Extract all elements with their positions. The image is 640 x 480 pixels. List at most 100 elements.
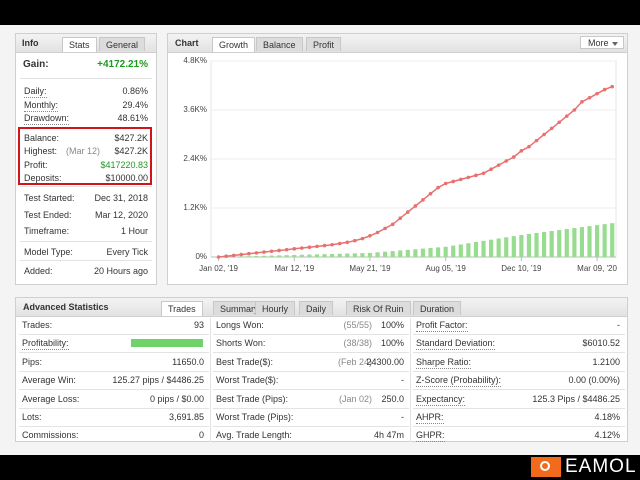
tab[interactable]: Growth — [212, 37, 256, 52]
chart-panel: Chart Growth Balance Profit More 0% 1.2K% 2.4K%… — [167, 33, 628, 285]
bar — [473, 242, 479, 257]
point — [489, 167, 493, 172]
point — [375, 230, 380, 235]
stat-value: $427.2K — [114, 146, 148, 157]
separator — [213, 370, 409, 372]
tab[interactable]: Daily — [299, 301, 334, 315]
stat-label: Profitability: — [22, 338, 69, 351]
bar — [383, 251, 388, 257]
bar — [337, 253, 342, 257]
point — [466, 175, 471, 180]
bar — [458, 244, 463, 257]
separator — [413, 389, 625, 391]
more-button[interactable]: More — [580, 36, 624, 49]
stat-value: 3,691.85 — [168, 412, 204, 422]
bar — [587, 226, 592, 257]
separator — [19, 407, 209, 409]
stat-label: Worst Trade (Pips): — [216, 412, 294, 422]
point — [580, 100, 584, 104]
bar — [239, 256, 244, 257]
separator — [19, 389, 209, 391]
separator — [213, 426, 409, 427]
stat-label: Expectancy: — [416, 393, 466, 406]
point — [284, 247, 289, 252]
x-tick-label: Mar 09, '20 — [577, 264, 617, 273]
point — [542, 132, 546, 137]
point — [602, 87, 607, 92]
tab[interactable]: Duration — [413, 301, 462, 315]
tab[interactable]: Risk Of Ruin — [346, 301, 411, 315]
point — [383, 226, 387, 231]
stat-label: Average Win: — [22, 375, 76, 386]
point — [307, 245, 312, 249]
bar — [246, 256, 251, 257]
stat-value: 100% — [380, 320, 404, 330]
stat-value: 4.12% — [594, 430, 620, 441]
bar — [534, 232, 539, 257]
bar — [405, 249, 410, 257]
stat-value: 1.2100 — [592, 356, 620, 367]
tab[interactable]: Stats — [62, 37, 97, 52]
point — [368, 233, 372, 238]
info-header: Info Stats General — [16, 34, 156, 53]
panel-title: Advanced Statistics — [23, 302, 109, 312]
stat-value: 4h 47m — [373, 430, 404, 441]
stat-label: Highest: — [24, 146, 58, 157]
separator — [19, 352, 209, 354]
stat-label: Sharpe Ratio: — [416, 356, 472, 369]
tab[interactable]: General — [99, 37, 146, 51]
stat-label: Shorts Won: — [216, 338, 266, 349]
bar — [511, 236, 516, 257]
point — [564, 114, 569, 118]
point — [292, 247, 297, 251]
separator — [413, 407, 625, 409]
bar — [602, 224, 607, 257]
stat-value: 93 — [193, 320, 204, 330]
tab[interactable]: Profit — [306, 37, 342, 51]
stat-label: Timeframe: — [24, 226, 70, 236]
point — [398, 216, 403, 221]
stat-value: 100% — [380, 338, 404, 349]
stat-value: 20 Hours ago — [93, 266, 148, 276]
stat-label: Standard Deviation: — [416, 338, 496, 351]
tab[interactable]: Hourly — [255, 301, 296, 315]
y-tick-label: 0% — [195, 252, 207, 261]
bar — [594, 225, 600, 257]
stat-label: Drawdown: — [24, 113, 70, 125]
point — [231, 253, 236, 258]
point — [262, 250, 266, 254]
bar — [610, 223, 615, 257]
point — [413, 204, 418, 208]
gain-label: Gain: — [23, 59, 49, 70]
point — [512, 155, 516, 159]
point — [549, 126, 554, 131]
point — [572, 108, 577, 112]
stat-label: Test Ended: — [24, 209, 72, 220]
point — [239, 252, 244, 257]
stat-value: 125.27 pips / $4486.25 — [112, 375, 204, 386]
brand-name: EAMOL — [565, 456, 637, 477]
bar — [345, 253, 350, 257]
separator — [19, 334, 209, 335]
stat-value: 48.61% — [117, 113, 148, 123]
x-tick-label: May 21, '19 — [349, 264, 391, 273]
stat-label: Commissions: — [22, 430, 79, 441]
tab[interactable]: Trades — [161, 301, 203, 316]
point — [587, 95, 592, 100]
stat-label: Profit Factor: — [416, 320, 468, 332]
separator — [213, 407, 409, 409]
separator — [20, 260, 152, 261]
tab[interactable]: Balance — [256, 37, 303, 51]
stat-value: - — [401, 412, 404, 422]
chart-header: Chart Growth Balance Profit More — [168, 34, 627, 53]
stat-label: Z-Score (Probability): — [416, 375, 502, 388]
info-panel: Info Stats General Gain: +4172.21% Daily: 0.86… — [15, 33, 157, 285]
bar — [367, 252, 373, 257]
advanced-header: Advanced Statistics Trades Summary Hourly Da… — [16, 298, 627, 317]
bar — [451, 245, 456, 257]
stat-label: Best Trade($): — [216, 356, 274, 367]
stat-label: Test Started: — [24, 193, 75, 203]
point — [527, 144, 531, 149]
stat-note: (38/38) — [343, 338, 372, 349]
stat-label: Worst Trade($): — [216, 375, 279, 386]
